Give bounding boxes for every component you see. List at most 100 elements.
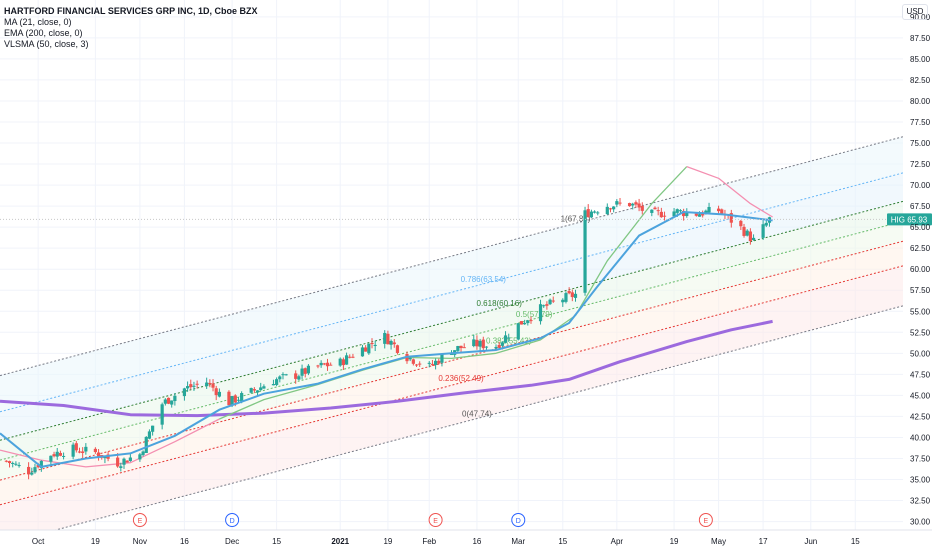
candle-body [500, 342, 504, 346]
fib-level-label: 0.618(60.16) [477, 299, 523, 308]
candle-body [637, 203, 641, 208]
candle-body [341, 359, 345, 366]
candle-body [81, 451, 85, 453]
fib-band [0, 265, 903, 530]
earnings-event-icon[interactable]: E [428, 513, 443, 527]
x-tick-label: 2021 [331, 537, 349, 546]
candle-body [761, 224, 765, 238]
candle-body [58, 452, 63, 456]
candle-body [27, 466, 31, 475]
earnings-event-icon[interactable]: E [132, 513, 147, 527]
y-tick-label: 62.50 [910, 244, 931, 253]
candle-body [192, 385, 196, 387]
fib-channel: 0(47.74)0.236(52.49)0.382(55.42)0.5(57.7… [0, 136, 903, 530]
candle-body [411, 359, 415, 364]
candle-body [589, 211, 594, 218]
indicator-lines [0, 165, 773, 468]
chart-title: HARTFORD FINANCIAL SERVICES GRP INC, 1D,… [4, 6, 258, 16]
candle-body [640, 205, 644, 211]
candle-body [389, 340, 393, 345]
candle-body [729, 213, 733, 223]
dividend-event-icon[interactable]: D [511, 513, 526, 527]
candle-body [364, 347, 368, 352]
candle-body [233, 395, 237, 403]
y-tick-label: 57.50 [910, 286, 931, 295]
y-tick-label: 82.50 [910, 76, 931, 85]
y-tick-label: 77.50 [910, 118, 931, 127]
fib-level-label: 0.236(52.49) [438, 374, 484, 383]
x-tick-label: 17 [759, 537, 768, 546]
currency-badge[interactable]: USD [902, 4, 928, 20]
candle-body [195, 383, 199, 385]
candle-body [437, 360, 441, 364]
candle-body [189, 384, 193, 388]
candle-body [605, 206, 609, 215]
candle-body [17, 465, 21, 467]
legend-ema200[interactable]: EMA (200, close, 0) [4, 28, 83, 38]
candle-body [36, 465, 40, 468]
candle-body [497, 344, 501, 348]
legend-vlsma[interactable]: VLSMA (50, close, 3) [4, 39, 89, 49]
candle-body [240, 393, 244, 402]
candle-body [456, 346, 460, 351]
candle-body [351, 356, 355, 358]
candle-body [596, 212, 600, 214]
event-circle [428, 513, 443, 527]
x-tick-label: 15 [851, 537, 860, 546]
event-label: E [704, 518, 709, 525]
earnings-event-icon[interactable]: E [698, 513, 713, 527]
x-axis: Oct 19 Nov 16 Dec 15 2021 19 Feb 16 Mar 15 Apr 19 May 1… [0, 529, 932, 546]
candle-body [545, 304, 549, 306]
event-circle [698, 513, 713, 527]
x-tick-label: 19 [91, 537, 100, 546]
candle-body [561, 299, 565, 303]
candle-body [185, 386, 190, 389]
ma21-line-bull [219, 166, 688, 420]
candle-body [303, 368, 307, 374]
candle-body [392, 342, 396, 345]
dividend-event-icon[interactable]: D [225, 513, 240, 527]
candle-body [255, 390, 260, 393]
candle-body [631, 203, 635, 206]
y-tick-label: 35.00 [910, 476, 931, 485]
candle-body [523, 322, 527, 325]
candle-body [147, 431, 152, 439]
candle-body [33, 467, 37, 473]
last-price-badge-bg [887, 213, 932, 226]
legend-ma21[interactable]: MA (21, close, 0) [4, 17, 72, 27]
event-circle [225, 513, 240, 527]
candle-body [144, 436, 148, 454]
candle-body [119, 466, 123, 468]
candle-body [627, 203, 632, 207]
candle-body [344, 355, 349, 365]
candle-body [338, 358, 342, 366]
y-tick-label: 32.50 [910, 497, 931, 506]
candle-body [77, 451, 82, 453]
candle-body [14, 463, 18, 465]
candle-body [166, 397, 171, 404]
event-label: D [516, 518, 521, 525]
last-price-badge[interactable]: HIG 65.93 [887, 213, 932, 226]
candle-body [678, 210, 683, 212]
candle-body [507, 337, 511, 339]
candle-body [275, 379, 279, 385]
candle-body [325, 362, 330, 367]
chart-legend: HARTFORD FINANCIAL SERVICES GRP INC, 1D,… [4, 6, 258, 50]
candle-body [7, 461, 12, 464]
y-tick-label: 60.00 [910, 265, 931, 274]
candle-body [284, 374, 288, 376]
candle-body [440, 354, 444, 363]
candle-body [704, 210, 708, 214]
candle-body [348, 356, 352, 358]
candle-body [408, 357, 412, 360]
candle-body [586, 209, 590, 218]
fib-band [0, 172, 903, 441]
candle-body [252, 389, 256, 391]
y-tick-label: 90.00 [910, 13, 931, 22]
candle-body [694, 213, 698, 216]
y-tick-label: 85.00 [910, 55, 931, 64]
fib-band [0, 241, 903, 505]
candle-body [516, 323, 520, 340]
